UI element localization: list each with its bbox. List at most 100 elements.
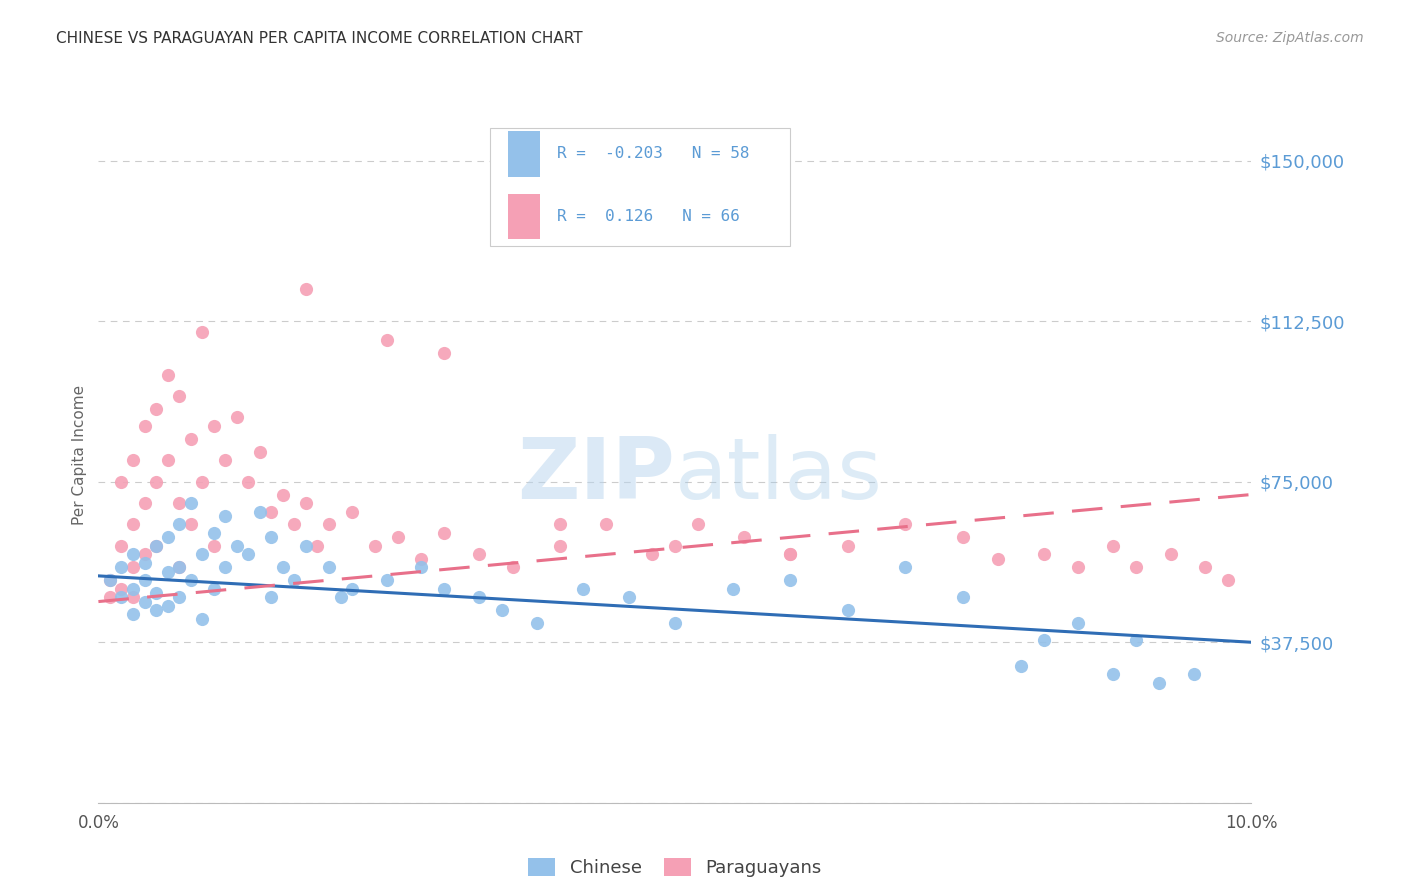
Point xyxy=(122,591,145,605)
Point xyxy=(340,505,363,519)
Point xyxy=(329,591,352,605)
Point xyxy=(1032,633,1054,648)
Point xyxy=(260,505,283,519)
Point xyxy=(1032,548,1054,562)
Point xyxy=(387,530,409,544)
Point xyxy=(733,530,755,544)
Point xyxy=(987,551,1010,566)
Point xyxy=(134,419,156,434)
Point xyxy=(295,496,318,510)
Point xyxy=(249,505,271,519)
Point xyxy=(1125,560,1147,574)
Point xyxy=(491,603,513,617)
Point xyxy=(238,475,260,489)
Point xyxy=(952,591,974,605)
Text: CHINESE VS PARAGUAYAN PER CAPITA INCOME CORRELATION CHART: CHINESE VS PARAGUAYAN PER CAPITA INCOME … xyxy=(56,31,583,46)
Point xyxy=(110,582,132,596)
Point xyxy=(191,612,214,626)
Point xyxy=(110,475,132,489)
Point xyxy=(271,487,294,501)
Point xyxy=(894,517,917,532)
Point xyxy=(134,496,156,510)
Point xyxy=(779,548,801,562)
Point xyxy=(180,517,202,532)
Point xyxy=(156,599,179,613)
Point xyxy=(156,565,179,579)
Point xyxy=(779,573,801,587)
Point xyxy=(837,539,859,553)
Point xyxy=(122,582,145,596)
Point xyxy=(894,560,917,574)
Point xyxy=(167,560,190,574)
Point xyxy=(1102,539,1125,553)
Point xyxy=(110,539,132,553)
Y-axis label: Per Capita Income: Per Capita Income xyxy=(72,384,87,525)
Point xyxy=(145,539,167,553)
Point xyxy=(952,530,974,544)
Point xyxy=(295,282,318,296)
Point xyxy=(468,591,491,605)
Point xyxy=(318,517,340,532)
Point xyxy=(145,475,167,489)
Point xyxy=(1125,633,1147,648)
Text: Source: ZipAtlas.com: Source: ZipAtlas.com xyxy=(1216,31,1364,45)
Point xyxy=(364,539,387,553)
Point xyxy=(260,591,283,605)
Point xyxy=(307,539,329,553)
Point xyxy=(433,346,456,360)
Point xyxy=(191,325,214,339)
Point xyxy=(191,475,214,489)
Point xyxy=(122,453,145,467)
Point xyxy=(411,560,433,574)
Point xyxy=(156,453,179,467)
Point xyxy=(122,517,145,532)
Point xyxy=(180,432,202,446)
Point xyxy=(98,573,121,587)
Point xyxy=(340,582,363,596)
Point xyxy=(283,517,305,532)
Point xyxy=(214,560,236,574)
Point xyxy=(122,560,145,574)
Point xyxy=(1067,560,1090,574)
Point xyxy=(375,573,398,587)
Point xyxy=(225,539,247,553)
Point xyxy=(271,560,294,574)
Point xyxy=(837,603,859,617)
Point xyxy=(249,444,271,458)
Point xyxy=(1010,658,1032,673)
Point xyxy=(134,594,156,608)
Text: ZIP: ZIP xyxy=(517,434,675,517)
Point xyxy=(433,526,456,541)
Point xyxy=(167,591,190,605)
Point xyxy=(145,401,167,416)
Point xyxy=(134,556,156,570)
Point xyxy=(1102,667,1125,681)
Text: R =  -0.203   N = 58: R = -0.203 N = 58 xyxy=(557,146,749,161)
Point xyxy=(98,573,121,587)
Point xyxy=(1160,548,1182,562)
Point xyxy=(214,508,236,523)
Point xyxy=(167,517,190,532)
Point xyxy=(180,573,202,587)
Point xyxy=(134,548,156,562)
Point xyxy=(167,560,190,574)
Point xyxy=(779,548,801,562)
Point xyxy=(1147,676,1170,690)
Point xyxy=(98,591,121,605)
Point xyxy=(260,530,283,544)
Point xyxy=(110,591,132,605)
FancyBboxPatch shape xyxy=(508,194,540,239)
Point xyxy=(145,539,167,553)
Point xyxy=(202,539,225,553)
Text: atlas: atlas xyxy=(675,434,883,517)
Point xyxy=(134,573,156,587)
Point xyxy=(122,607,145,622)
Point xyxy=(202,419,225,434)
Point xyxy=(721,582,744,596)
FancyBboxPatch shape xyxy=(491,128,790,246)
Point xyxy=(617,591,640,605)
Point xyxy=(526,615,548,630)
Point xyxy=(295,539,318,553)
Point xyxy=(214,453,236,467)
Point xyxy=(145,603,167,617)
